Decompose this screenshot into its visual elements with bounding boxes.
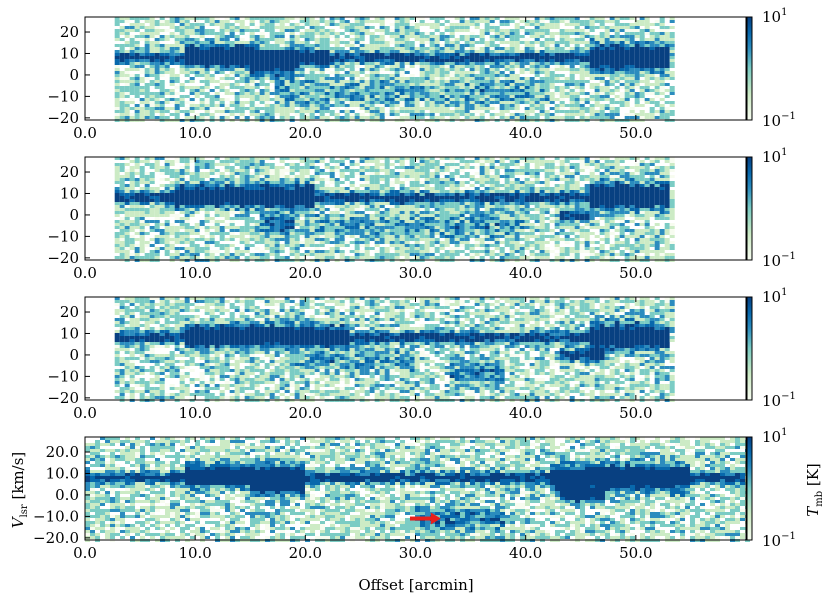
y-axis-label: Vlsr [km/s] (9, 452, 30, 529)
x-tick-label: 50.0 (619, 544, 652, 562)
y-tick-label: −10 (47, 367, 79, 385)
x-axis-label: Offset [arcmin] (358, 576, 473, 594)
x-tick-label: 40.0 (509, 544, 542, 562)
y-tick-label: −20 (47, 389, 79, 407)
red-arrow-annotation (409, 512, 441, 525)
x-tick-label: 30.0 (399, 124, 432, 142)
x-tick-label: 40.0 (509, 404, 542, 422)
x-tick-label: 30.0 (399, 264, 432, 282)
colorbar-tick-min: 10−1 (762, 251, 796, 270)
colorbar-tick-min: 10−1 (762, 111, 796, 130)
x-tick-label: 0.0 (73, 124, 97, 142)
colorbar-tick-max: 101 (762, 287, 787, 306)
y-tick-label: 10 (60, 184, 79, 202)
colorbar-tick-max: 101 (762, 7, 787, 26)
y-tick-label: −10.0 (33, 507, 79, 525)
y-tick-label: 20 (60, 303, 79, 321)
x-tick-label: 30.0 (399, 404, 432, 422)
x-tick-label: 0.0 (73, 264, 97, 282)
colorbar-tick-max: 101 (762, 427, 787, 446)
y-tick-label: 20 (60, 23, 79, 41)
y-tick-label: 0 (69, 206, 79, 224)
x-tick-label: 20.0 (289, 264, 322, 282)
x-tick-label: 20.0 (289, 124, 322, 142)
colorbar (746, 16, 753, 121)
colorbar-tick-min: 10−1 (762, 531, 796, 550)
y-tick-label: 0 (69, 346, 79, 364)
heatmap-image (114, 297, 675, 402)
x-tick-label: 50.0 (619, 264, 652, 282)
y-tick-label: 10.0 (46, 464, 79, 482)
heatmap-image (85, 437, 750, 542)
y-tick-label: −20 (47, 249, 79, 267)
x-tick-label: 10.0 (178, 404, 211, 422)
x-tick-label: 10.0 (178, 544, 211, 562)
y-tick-label: 0.0 (55, 486, 79, 504)
y-tick-label: 20 (60, 163, 79, 181)
colorbar (746, 296, 753, 401)
panel-4: 0.0 10.0 20.0 30.0 40.0 50.0 20.0 10.0 0.0 −10.0 −… (33, 427, 796, 562)
x-tick-label: 40.0 (509, 264, 542, 282)
x-tick-label: 10.0 (178, 264, 211, 282)
y-tick-label: 10 (60, 324, 79, 342)
colorbar-tick-max: 101 (762, 147, 787, 166)
y-tick-label: 20.0 (46, 443, 79, 461)
x-tick-label: 50.0 (619, 404, 652, 422)
panel-3: 0.0 10.0 20.0 30.0 40.0 50.0 20 10 0 −10 −20 101 10−… (47, 287, 796, 422)
colorbar (746, 436, 753, 541)
x-tick-label: 0.0 (73, 544, 97, 562)
x-tick-label: 20.0 (289, 544, 322, 562)
y-tick-label: 10 (60, 44, 79, 62)
x-tick-label: 40.0 (509, 124, 542, 142)
heatmap-image (114, 157, 675, 262)
y-tick-label: 0 (69, 66, 79, 84)
x-tick-label: 30.0 (399, 544, 432, 562)
x-tick-label: 10.0 (178, 124, 211, 142)
panel-1: 0.0 10.0 20.0 30.0 40.0 50.0 20 10 0 −10 −20 101 10−… (47, 7, 796, 142)
x-tick-label: 20.0 (289, 404, 322, 422)
colorbar (746, 156, 753, 261)
y-tick-label: −10 (47, 87, 79, 105)
x-tick-label: 0.0 (73, 404, 97, 422)
panel-2: 0.0 10.0 20.0 30.0 40.0 50.0 20 10 0 −10 −20 101 10−… (47, 147, 796, 282)
colorbar-tick-min: 10−1 (762, 391, 796, 410)
y-tick-label: −20.0 (33, 529, 79, 547)
panels: 0.0 10.0 20.0 30.0 40.0 50.020100−10−2010110−… (33, 7, 796, 562)
y-tick-label: −20 (47, 109, 79, 127)
y-tick-label: −10 (47, 227, 79, 245)
heatmap-image (114, 17, 675, 122)
x-tick-label: 50.0 (619, 124, 652, 142)
colorbar-label: Tmb [K] (804, 463, 825, 517)
